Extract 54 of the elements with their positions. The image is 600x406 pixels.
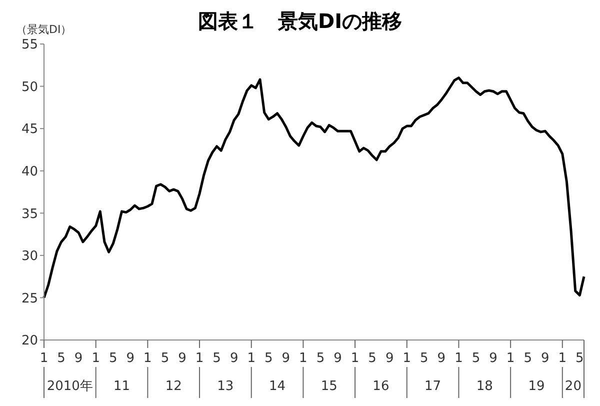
x-tick-label: 1 — [558, 351, 567, 366]
text: 15 — [320, 379, 338, 394]
x-tick-label: 1 — [40, 351, 48, 366]
x-tick-label: 9 — [178, 351, 186, 366]
y-tick-label: 50 — [21, 80, 38, 95]
x-tick-label: 9 — [540, 351, 550, 366]
x-tick-label: 5 — [108, 351, 118, 366]
x-tick-label: 9 — [282, 351, 290, 366]
text: 12 — [165, 379, 182, 394]
x-tick-label: 5 — [212, 351, 221, 366]
x-tick-label: 9 — [74, 351, 83, 366]
y-tick-label: 25 — [21, 291, 38, 306]
x-tick-label: 5 — [368, 351, 376, 366]
x-tick-label: 5 — [524, 351, 532, 366]
x-tick-label: 1 — [402, 351, 412, 366]
text: 19 — [528, 379, 545, 394]
x-tick-label: 5 — [264, 351, 273, 366]
y-tick-label: 45 — [21, 122, 38, 138]
x-tick-label: 5 — [316, 351, 325, 366]
x-tick-label: 5 — [160, 351, 170, 366]
x-tick-label: 1 — [195, 351, 204, 366]
text: 17 — [424, 379, 442, 394]
y-tick-label: 20 — [21, 334, 38, 349]
x-tick-label: 1 — [299, 351, 308, 366]
x-tick-label: 1 — [454, 351, 463, 366]
text: 14 — [269, 379, 286, 394]
x-tick-label: 9 — [230, 351, 238, 366]
x-tick-label: 1 — [506, 351, 515, 366]
x-tick-label: 5 — [472, 351, 480, 366]
line-series — [42, 76, 586, 299]
y-axis-title: （景気DI） — [16, 22, 72, 37]
text: 16 — [372, 379, 390, 394]
text: 20 — [564, 379, 582, 394]
text: 11 — [113, 379, 130, 394]
y-tick-label: 40 — [21, 164, 38, 180]
text: 18 — [476, 379, 493, 394]
x-tick-label: 9 — [385, 351, 394, 366]
y-tick-label: 55 — [21, 38, 38, 53]
x-tick-label: 1 — [247, 351, 256, 366]
x-tick-label: 5 — [576, 351, 584, 366]
x-tick-label: 1 — [350, 351, 360, 366]
x-tick-label: 5 — [420, 351, 428, 366]
x-tick-label: 1 — [144, 351, 152, 366]
y-tick-label: 30 — [21, 249, 38, 264]
x-tick-label: 9 — [334, 351, 342, 366]
x-tick-label: 5 — [57, 351, 66, 366]
text: 2010年 — [46, 379, 93, 394]
x-tick-label: 9 — [437, 351, 446, 366]
y-tick-label: 35 — [21, 206, 38, 222]
chart-title: 図表１ 景気DIの推移 — [198, 9, 402, 33]
text: 13 — [217, 379, 234, 394]
x-tick-label: 1 — [92, 351, 100, 366]
x-tick-label: 9 — [126, 351, 135, 366]
x-tick-label: 9 — [489, 351, 498, 366]
